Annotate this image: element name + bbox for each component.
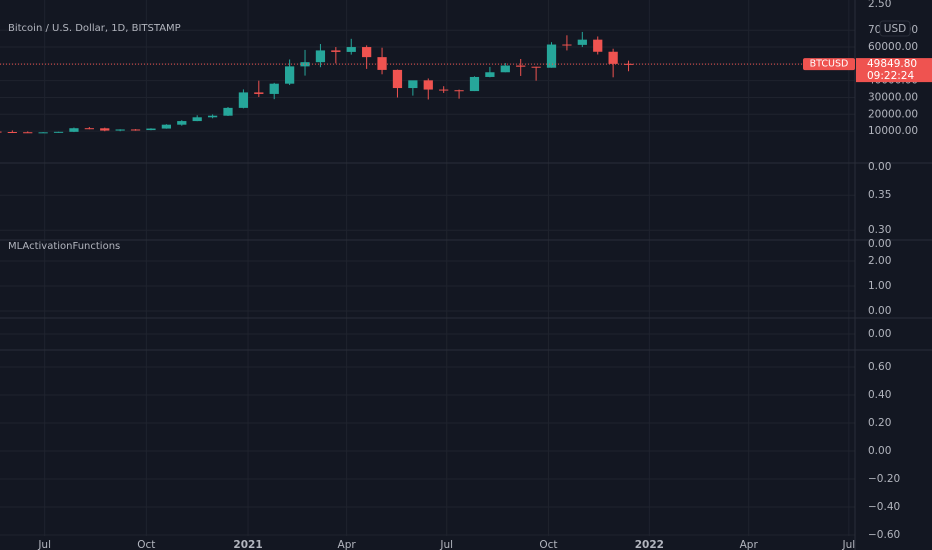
candle-body	[238, 92, 249, 108]
y-tick-label: 30000.00	[868, 91, 918, 103]
countdown: 09:22:24	[867, 70, 914, 82]
candle-body	[531, 66, 541, 68]
candle-body	[439, 89, 449, 91]
candle-body	[177, 121, 187, 125]
candle-body	[300, 62, 310, 67]
x-tick-label: Jul	[37, 539, 51, 550]
y-tick-label: 0.00	[868, 328, 891, 340]
plot	[0, 31, 634, 134]
candle-body	[269, 83, 279, 94]
y-tick-label: 0.60	[868, 361, 891, 373]
overlays: Bitcoin / U.S. Dollar, 1D, BITSTAMP BTCUS…	[0, 20, 932, 252]
candle-body	[254, 92, 264, 94]
candle-body	[362, 47, 372, 58]
candle-body	[454, 90, 464, 92]
candle-body	[346, 47, 356, 52]
candle-body	[623, 63, 634, 65]
candle-body	[485, 72, 495, 77]
candle-body	[408, 80, 418, 89]
candle-body	[115, 129, 125, 131]
unit-badge	[879, 20, 911, 37]
candle-body	[562, 44, 572, 46]
y-tick-label: 60000.00	[868, 41, 918, 53]
candle-body	[546, 44, 557, 68]
y-tick-label: 0.00	[868, 305, 891, 317]
indicator-title: MLActivationFunctions	[8, 241, 120, 252]
candle-body	[161, 124, 171, 129]
candle-body	[23, 132, 33, 134]
candle-body	[331, 50, 341, 52]
candle-body	[377, 57, 387, 70]
x-tick-label: 2021	[233, 539, 262, 550]
chart-title: Bitcoin / U.S. Dollar, 1D, BITSTAMP	[8, 23, 181, 34]
y-axis-top-label: 0.00	[868, 161, 891, 173]
candle-body	[315, 50, 326, 63]
x-tick-label: Jul	[842, 539, 856, 550]
candle-body	[130, 129, 141, 131]
candle-body	[423, 80, 433, 90]
y-tick-label: −0.40	[868, 501, 900, 513]
y-tick-label: 1.00	[868, 280, 891, 292]
x-tick-label: Apr	[740, 539, 759, 550]
y-tick-label: 0.35	[868, 189, 891, 201]
x-tick-label: Jul	[439, 539, 453, 550]
x-tick-label: 2022	[635, 539, 664, 550]
price-tag	[856, 58, 932, 83]
candle-body	[285, 66, 295, 84]
candle-body	[608, 51, 618, 64]
x-tick-label: Oct	[137, 539, 155, 550]
symbol-label: BTCUSD	[810, 59, 849, 70]
candle-body	[593, 39, 603, 52]
y-tick-label: 0.30	[868, 224, 891, 236]
y-axis-top-label: 2.50	[868, 0, 891, 10]
y-tick-label: −0.60	[868, 529, 900, 541]
candle-body	[7, 131, 17, 133]
candle-body	[192, 117, 202, 122]
last-price-label: 49849.80	[867, 58, 917, 70]
candle-body	[469, 76, 480, 92]
y-tick-label: −0.20	[868, 473, 900, 485]
y-tick-label: 20000.00	[868, 108, 918, 120]
symbol-tag	[803, 58, 855, 71]
candle-body	[53, 131, 64, 133]
candle-body	[84, 128, 94, 130]
candle-body	[0, 131, 2, 133]
y-tick-label: 0.00	[868, 445, 891, 457]
y-tick-label: 2.00	[868, 255, 891, 267]
y-axis-top-label: 0.00	[868, 238, 891, 250]
candle-body	[392, 69, 403, 89]
candle-body	[69, 128, 79, 132]
candle-body	[577, 39, 587, 45]
candle-body	[500, 65, 510, 73]
candle-body	[146, 128, 156, 131]
candle-body	[100, 128, 110, 131]
price-axis: Jul Oct 2021 Apr Jul Oct 2022 Apr Jul 10000.00 200…	[37, 0, 918, 550]
unit-label: USD	[884, 23, 906, 35]
x-tick-label: Oct	[539, 539, 557, 550]
y-tick-label: 10000.00	[868, 125, 918, 137]
candle-body	[38, 132, 48, 134]
y-tick-label: 0.40	[868, 389, 891, 401]
y-tick-label: 0.20	[868, 417, 891, 429]
x-tick-label: Apr	[338, 539, 357, 550]
candle-body	[516, 65, 526, 67]
candle-body	[207, 115, 218, 118]
candle-body	[223, 107, 233, 116]
